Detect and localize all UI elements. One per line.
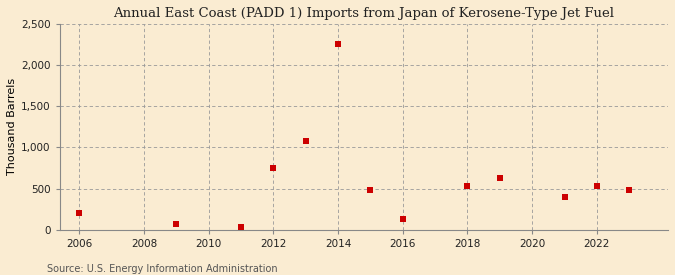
Point	[333, 42, 344, 47]
Point	[365, 188, 376, 192]
Point	[494, 176, 505, 180]
Point	[171, 221, 182, 226]
Point	[398, 217, 408, 221]
Point	[559, 195, 570, 199]
Point	[624, 188, 634, 192]
Y-axis label: Thousand Barrels: Thousand Barrels	[7, 78, 17, 175]
Text: Source: U.S. Energy Information Administration: Source: U.S. Energy Information Administ…	[47, 264, 278, 274]
Point	[300, 139, 311, 144]
Point	[462, 183, 473, 188]
Title: Annual East Coast (PADD 1) Imports from Japan of Kerosene-Type Jet Fuel: Annual East Coast (PADD 1) Imports from …	[113, 7, 614, 20]
Point	[74, 211, 84, 216]
Point	[236, 225, 246, 230]
Point	[591, 184, 602, 188]
Point	[268, 166, 279, 170]
